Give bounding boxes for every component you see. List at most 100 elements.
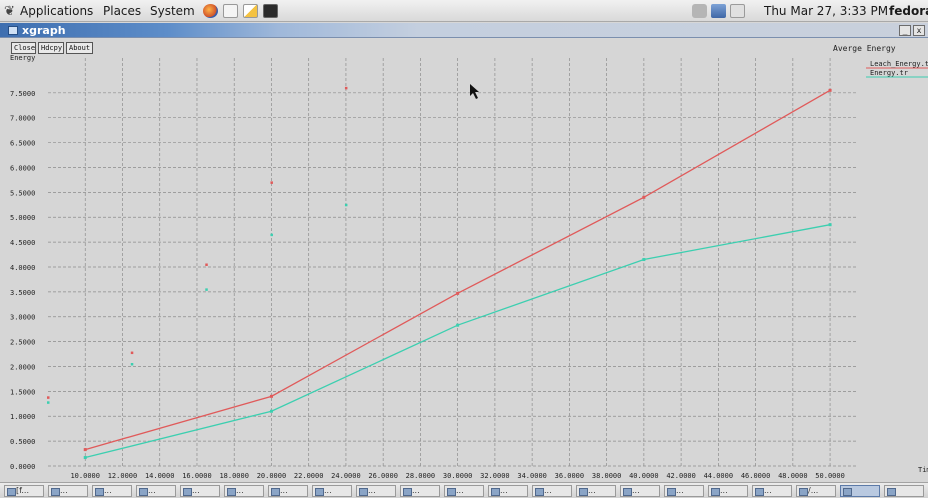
y-tick-label: 3.0000: [10, 314, 35, 322]
close-button[interactable]: Close: [11, 42, 36, 54]
stray-point: [270, 181, 273, 184]
series-point: [456, 323, 460, 327]
xgraph-canvas: [0, 39, 928, 482]
y-tick-label: 5.0000: [10, 214, 35, 222]
taskbar-window-button[interactable]: [884, 485, 924, 497]
applications-menu[interactable]: Applications: [20, 4, 94, 18]
y-tick-label: 7.5000: [10, 90, 35, 98]
clock[interactable]: Thu Mar 27, 3:33 PM: [764, 4, 889, 18]
y-tick-label: 6.5000: [10, 140, 35, 148]
grid: [48, 58, 858, 467]
stray-point: [344, 203, 348, 207]
taskbar: [f......................................…: [0, 482, 928, 498]
system-menu[interactable]: System: [150, 4, 195, 18]
y-tick-label: 2.0000: [10, 363, 35, 371]
taskbar-window-button[interactable]: ...: [576, 485, 616, 497]
x-tick-label: 26.0000: [368, 472, 398, 480]
taskbar-window-button[interactable]: ...: [488, 485, 528, 497]
network-icon[interactable]: [711, 4, 726, 18]
y-tick-label: 1.0000: [10, 413, 35, 421]
stray-point: [47, 401, 50, 404]
x-tick-label: 42.0000: [666, 472, 696, 480]
mail-icon[interactable]: [223, 4, 238, 18]
about-button[interactable]: About: [66, 42, 93, 54]
window-title-bar[interactable]: xgraph _ x: [0, 23, 928, 38]
x-tick-label: 50.0000: [815, 472, 845, 480]
taskbar-window-button[interactable]: ...: [400, 485, 440, 497]
x-tick-label: 36.0000: [555, 472, 585, 480]
series-lines: [83, 88, 832, 460]
taskbar-window-button[interactable]: ...: [444, 485, 484, 497]
foot-logo-icon[interactable]: ❦: [4, 4, 15, 19]
taskbar-window-button[interactable]: [840, 485, 880, 497]
y-tick-label: 0.5000: [10, 438, 35, 446]
y-tick-label: 7.0000: [10, 115, 35, 123]
x-tick-label: 24.0000: [331, 472, 361, 480]
text-editor-icon[interactable]: [243, 4, 258, 18]
terminal-icon[interactable]: [263, 4, 278, 18]
top-panel: ❦ Applications Places System Thu Mar 27,…: [0, 0, 928, 22]
x-tick-label: 38.0000: [592, 472, 622, 480]
y-tick-label: 4.5000: [10, 239, 35, 247]
stray-point: [205, 263, 208, 266]
series-point: [456, 291, 460, 295]
legend-entry: Leach_Energy.tr: [870, 60, 928, 68]
mouse-pointer-icon: [470, 84, 479, 99]
x-tick-label: 10.0000: [70, 472, 100, 480]
hdcpy-button[interactable]: Hdcpy: [38, 42, 64, 54]
taskbar-window-button[interactable]: ...: [224, 485, 264, 497]
x-tick-label: 44.0000: [704, 472, 734, 480]
taskbar-window-button[interactable]: ...: [664, 485, 704, 497]
firefox-icon[interactable]: [203, 4, 218, 18]
taskbar-window-button[interactable]: /...: [796, 485, 836, 497]
x-tick-label: 32.0000: [480, 472, 510, 480]
series-point: [269, 394, 273, 398]
series-point: [269, 409, 273, 413]
display-icon[interactable]: [730, 4, 745, 18]
x-tick-label: 30.0000: [443, 472, 473, 480]
y-axis-label: Energy: [10, 54, 35, 62]
stray-points: [47, 86, 348, 404]
user-name[interactable]: fedora: [889, 4, 928, 18]
series-point: [642, 258, 646, 262]
x-tick-label: 14.0000: [145, 472, 175, 480]
taskbar-window-button[interactable]: ...: [136, 485, 176, 497]
x-tick-label: 18.0000: [219, 472, 249, 480]
x-tick-label: 22.0000: [294, 472, 324, 480]
taskbar-window-button[interactable]: ...: [356, 485, 396, 497]
y-tick-label: 2.5000: [10, 339, 35, 347]
legend-entry: Energy.tr: [870, 69, 908, 77]
plot-title: Averge Energy: [833, 44, 896, 53]
close-window-button[interactable]: x: [913, 25, 925, 36]
places-menu[interactable]: Places: [103, 4, 142, 18]
window-title: xgraph: [22, 24, 66, 37]
stray-point: [130, 351, 134, 355]
x-tick-label: 16.0000: [182, 472, 212, 480]
taskbar-window-button[interactable]: ...: [48, 485, 88, 497]
stray-point: [205, 288, 208, 291]
minimize-button[interactable]: _: [899, 25, 911, 36]
taskbar-window-button[interactable]: ...: [268, 485, 308, 497]
x-tick-label: 12.0000: [108, 472, 138, 480]
y-tick-label: 5.5000: [10, 189, 35, 197]
taskbar-window-button[interactable]: ...: [312, 485, 352, 497]
x-tick-label: 28.0000: [406, 472, 436, 480]
stray-point: [130, 363, 134, 366]
series-point: [83, 448, 87, 452]
taskbar-window-button[interactable]: ...: [532, 485, 572, 497]
x-axis-label: Time: [918, 466, 928, 474]
taskbar-window-button[interactable]: ...: [92, 485, 132, 497]
y-tick-labels: 0.0000 0.5000 1.0000 1.5000 2.0000 2.5000 3.00…: [10, 90, 35, 471]
volume-icon[interactable]: [692, 4, 707, 18]
taskbar-window-button[interactable]: ...: [180, 485, 220, 497]
x-tick-label: 46.0000: [741, 472, 771, 480]
app-window-icon: [8, 26, 18, 35]
taskbar-window-button[interactable]: ...: [620, 485, 660, 497]
taskbar-window-button[interactable]: ...: [708, 485, 748, 497]
taskbar-window-button[interactable]: [f...: [4, 485, 44, 497]
series-point: [828, 88, 832, 92]
y-tick-label: 4.0000: [10, 264, 35, 272]
taskbar-window-button[interactable]: ...: [752, 485, 792, 497]
